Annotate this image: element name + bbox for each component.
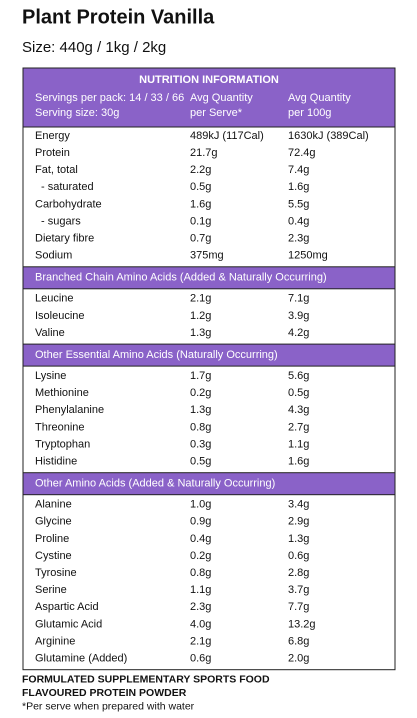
header-cell: per Serve* <box>190 107 243 119</box>
cell: Protein <box>35 147 70 159</box>
cell: Valine <box>35 327 65 339</box>
cell: 2.3g <box>288 233 309 245</box>
cell: Isoleucine <box>35 310 85 322</box>
cell: Threonine <box>35 421 85 433</box>
cell: 5.6g <box>288 370 309 382</box>
cell: 2.0g <box>288 653 309 665</box>
cell: 5.5g <box>288 198 309 210</box>
cell: 0.2g <box>190 387 211 399</box>
cell: 1.3g <box>288 533 309 545</box>
cell: 0.8g <box>190 421 211 433</box>
cell: Dietary fibre <box>35 233 94 245</box>
cell: 0.9g <box>190 516 211 528</box>
cell: 2.9g <box>288 516 309 528</box>
cell: Histidine <box>35 456 77 468</box>
cell: - saturated <box>41 181 94 193</box>
cell: 1.0g <box>190 499 211 511</box>
table-heading: NUTRITION INFORMATION <box>139 74 279 86</box>
cell: 0.3g <box>190 438 211 450</box>
cell: Cystine <box>35 550 72 562</box>
cell: 0.5g <box>288 387 309 399</box>
cell: 2.1g <box>190 293 211 305</box>
cell: 0.6g <box>288 550 309 562</box>
title: Plant Protein Vanilla <box>22 6 215 28</box>
cell: 3.7g <box>288 584 309 596</box>
header-cell: per 100g <box>288 107 331 119</box>
cell: 0.7g <box>190 233 211 245</box>
cell: 0.4g <box>288 215 309 227</box>
cell: 1.3g <box>190 404 211 416</box>
cell: 4.2g <box>288 327 309 339</box>
header-cell: Avg Quantity <box>288 92 351 104</box>
cell: 0.5g <box>190 456 211 468</box>
cell: 3.9g <box>288 310 309 322</box>
cell: 1630kJ (389Cal) <box>288 130 369 142</box>
cell: Aspartic Acid <box>35 601 99 613</box>
header-cell: Avg Quantity <box>190 92 253 104</box>
footer-line: *Per serve when prepared with water <box>22 700 195 712</box>
cell: 3.4g <box>288 499 309 511</box>
cell: Serine <box>35 584 67 596</box>
cell: Phenylalanine <box>35 404 104 416</box>
cell: Energy <box>35 130 70 142</box>
cell: 2.1g <box>190 635 211 647</box>
cell: Lysine <box>35 370 66 382</box>
cell: 1.6g <box>288 181 309 193</box>
cell: Glutamic Acid <box>35 618 102 630</box>
section-heading: Branched Chain Amino Acids (Added & Natu… <box>35 272 327 284</box>
section-heading: Other Amino Acids (Added & Naturally Occ… <box>35 478 275 490</box>
cell: 7.7g <box>288 601 309 613</box>
cell: 1.6g <box>190 198 211 210</box>
cell: Proline <box>35 533 69 545</box>
cell: 375mg <box>190 250 224 262</box>
section-heading: Other Essential Amino Acids (Naturally O… <box>35 349 278 361</box>
footer-line: FORMULATED SUPPLEMENTARY SPORTS FOOD <box>22 673 270 685</box>
size: Size: 440g / 1kg / 2kg <box>22 39 166 56</box>
cell: 0.2g <box>190 550 211 562</box>
cell: 6.8g <box>288 635 309 647</box>
cell: 1.2g <box>190 310 211 322</box>
cell: - sugars <box>41 215 81 227</box>
cell: 1.6g <box>288 456 309 468</box>
cell: 2.8g <box>288 567 309 579</box>
cell: 1250mg <box>288 250 328 262</box>
cell: 21.7g <box>190 147 218 159</box>
cell: 1.1g <box>288 438 309 450</box>
cell: Alanine <box>35 499 72 511</box>
cell: 0.1g <box>190 215 211 227</box>
footer-line: FLAVOURED PROTEIN POWDER <box>22 687 187 699</box>
cell: Methionine <box>35 387 89 399</box>
cell: Carbohydrate <box>35 198 102 210</box>
cell: 4.3g <box>288 404 309 416</box>
cell: 0.6g <box>190 653 211 665</box>
cell: 2.7g <box>288 421 309 433</box>
cell: 489kJ (117Cal) <box>190 130 264 142</box>
header-cell: Servings per pack: 14 / 33 / 66 <box>35 92 184 104</box>
cell: 13.2g <box>288 618 316 630</box>
cell: Glycine <box>35 516 72 528</box>
table-border <box>22 67 396 671</box>
cell: Tyrosine <box>35 567 77 579</box>
cell: 1.3g <box>190 327 211 339</box>
cell: 7.4g <box>288 164 309 176</box>
cell: 2.3g <box>190 601 211 613</box>
cell: 0.5g <box>190 181 211 193</box>
cell: Glutamine (Added) <box>35 653 127 665</box>
cell: Tryptophan <box>35 438 90 450</box>
cell: 0.8g <box>190 567 211 579</box>
header-cell: Serving size: 30g <box>35 107 119 119</box>
cell: Leucine <box>35 293 74 305</box>
cell: 4.0g <box>190 618 211 630</box>
cell: 7.1g <box>288 293 309 305</box>
cell: 0.4g <box>190 533 211 545</box>
cell: Arginine <box>35 635 75 647</box>
header-band <box>22 67 396 128</box>
cell: 72.4g <box>288 147 316 159</box>
cell: 1.7g <box>190 370 211 382</box>
cell: Fat, total <box>35 164 78 176</box>
cell: Sodium <box>35 250 72 262</box>
cell: 1.1g <box>190 584 211 596</box>
cell: 2.2g <box>190 164 211 176</box>
